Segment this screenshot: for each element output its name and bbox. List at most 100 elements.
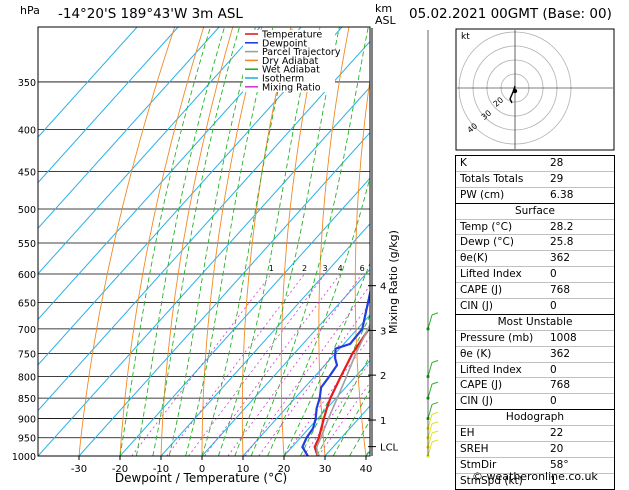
hodo-row: EH 22	[456, 425, 614, 441]
mixing-ratio-label: 8	[376, 264, 381, 273]
pressure-tick-label: 350	[18, 78, 36, 89]
mixing-ratio-label: 4	[338, 264, 343, 273]
surface-label: CIN (J)	[460, 299, 493, 314]
mixing-ratio-line	[228, 274, 362, 456]
hodo-row: SREH 20	[456, 441, 614, 457]
legend-label: Mixing Ratio	[262, 82, 321, 93]
pressure-tick-label: 950	[18, 434, 36, 445]
surface-value: 28.2	[550, 220, 573, 235]
index-value: 6.38	[550, 188, 573, 203]
mu-value: 768	[550, 378, 570, 393]
x-tick-label: -30	[71, 464, 87, 475]
surface-row: CIN (J) 0	[456, 298, 614, 314]
surface-row: CAPE (J) 768	[456, 282, 614, 298]
mixing-ratio-label: 2	[302, 264, 307, 273]
mu-value: 1008	[550, 331, 577, 346]
mu-value: 362	[550, 347, 570, 362]
surface-label: Dewp (°C)	[460, 235, 514, 250]
index-row-pw: PW (cm) 6.38	[456, 187, 614, 203]
index-row-tt: Totals Totals 29	[456, 171, 614, 187]
x-tick-label: 30	[319, 464, 332, 475]
surface-row: θe(K)362	[456, 250, 614, 266]
x-tick-label: 40	[360, 464, 373, 475]
pressure-tick-label: 800	[18, 372, 36, 383]
pressure-tick-label: 1000	[12, 452, 36, 463]
x-axis-label: Dewpoint / Temperature (°C)	[115, 471, 287, 485]
wind-barb-shaft	[428, 315, 432, 329]
wet-adiabat-line	[153, 27, 240, 456]
surface-label: CAPE (J)	[460, 283, 502, 298]
wind-barb-shaft	[428, 384, 432, 398]
km-tick-label: 1	[380, 416, 386, 427]
mu-label: CIN (J)	[460, 394, 493, 409]
mixing-ratio-axis-label: Mixing Ratio (g/kg)	[387, 230, 400, 334]
wind-barb-flag	[432, 313, 438, 315]
mu-row: CAPE (J) 768	[456, 377, 614, 393]
mu-value: 0	[550, 363, 557, 378]
km-tick-label: 2	[380, 371, 386, 382]
index-row-k: K 28	[456, 156, 614, 171]
index-label: Totals Totals	[460, 172, 523, 187]
index-label: K	[460, 156, 467, 171]
mixing-ratio-label: 15	[410, 264, 420, 273]
hodo-label: SREH	[460, 442, 489, 457]
surface-row: Temp (°C) 28.2	[456, 219, 614, 235]
surface-label: Temp (°C)	[460, 220, 512, 235]
wind-barb-flag	[432, 431, 438, 433]
pressure-tick-label: 750	[18, 349, 36, 360]
pressure-tick-label: 650	[18, 299, 36, 310]
dry-adiabat-line	[79, 27, 175, 456]
wind-barb-flag	[432, 422, 438, 424]
surface-title: Surface	[456, 203, 614, 219]
hodograph-table-title: Hodograph	[456, 409, 614, 425]
index-value: 28	[550, 156, 563, 171]
surface-value: 0	[550, 299, 557, 314]
mu-row: CIN (J) 0	[456, 393, 614, 409]
wind-barb-flag	[432, 412, 438, 414]
wind-barb-flag	[432, 382, 438, 384]
hodo-value: 22	[550, 426, 563, 441]
surface-value: 768	[550, 283, 570, 298]
mu-row: Pressure (mb) 1008	[456, 330, 614, 346]
mu-label: θe (K)	[460, 347, 491, 362]
surface-value: 362	[550, 251, 570, 266]
wind-barb-flag	[432, 402, 438, 404]
hodograph-unit-label: kt	[461, 32, 470, 42]
wind-barb-flag	[432, 440, 438, 442]
mu-label: Pressure (mb)	[460, 331, 533, 346]
mixing-ratio-label: 20	[428, 264, 438, 273]
wind-barb-shaft	[428, 362, 432, 376]
surface-row: Dewp (°C) 25.8	[456, 234, 614, 250]
hodo-value: 20	[550, 442, 563, 457]
mixing-ratio-label: 6	[360, 264, 365, 273]
surface-value: 25.8	[550, 235, 573, 250]
index-label: PW (cm)	[460, 188, 504, 203]
pressure-tick-label: 600	[18, 270, 36, 281]
mu-label: CAPE (J)	[460, 378, 502, 393]
wind-barbs	[426, 30, 438, 458]
pressure-tick-label: 900	[18, 414, 36, 425]
pressure-tick-label: 550	[18, 239, 36, 250]
km-tick-label: LCL	[380, 443, 399, 454]
most-unstable-title: Most Unstable	[456, 314, 614, 330]
km-tick-label: 3	[380, 326, 386, 337]
isotherm-line	[38, 27, 424, 456]
pressure-tick-label: 500	[18, 205, 36, 216]
surface-label: Lifted Index	[460, 267, 522, 282]
mu-value: 0	[550, 394, 557, 409]
wind-barb-flag	[432, 360, 438, 362]
hodo-label: EH	[460, 426, 475, 441]
mixing-ratio-line	[189, 274, 326, 456]
pressure-tick-label: 700	[18, 325, 36, 336]
mixing-ratio-label: 1	[269, 264, 274, 273]
index-value: 29	[550, 172, 563, 187]
mixing-ratio-label: 3	[322, 264, 327, 273]
credit-footer: © weatheronline.co.uk	[472, 470, 598, 483]
mu-row: θe (K) 362	[456, 346, 614, 362]
pressure-tick-label: 400	[18, 126, 36, 137]
